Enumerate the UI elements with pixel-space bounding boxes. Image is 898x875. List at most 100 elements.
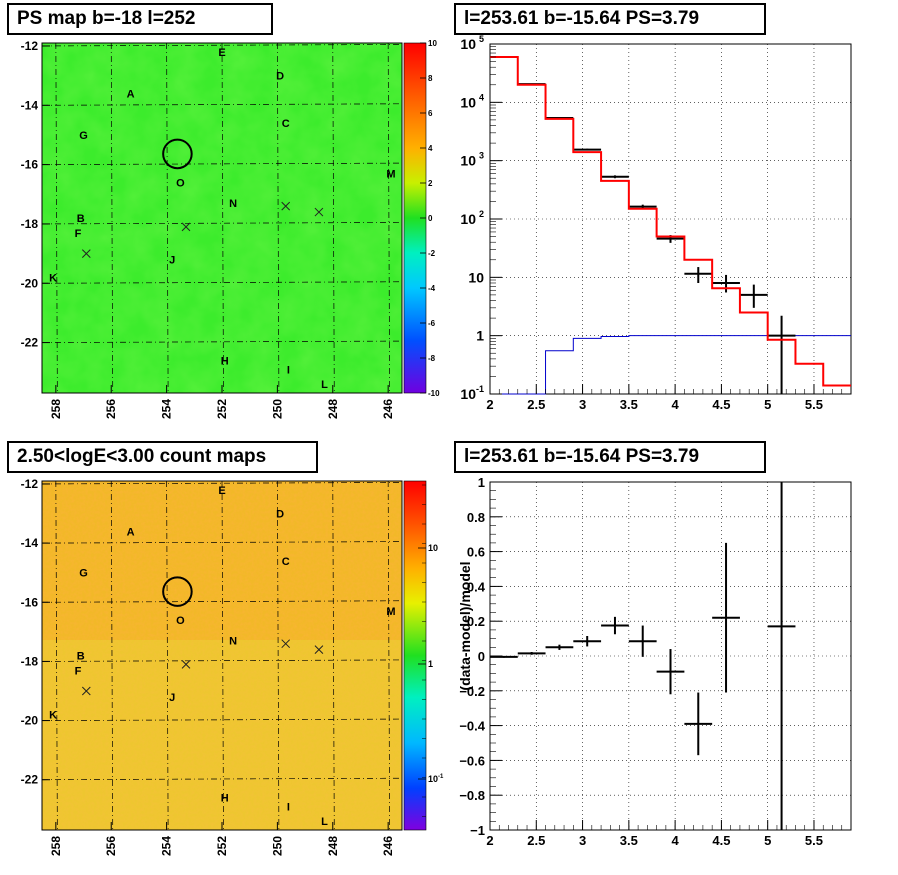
map-x-tick-label: 248: [326, 399, 340, 419]
residual-y-tick-label: −0.8: [459, 788, 485, 803]
residual-x-tick-label: 2: [486, 833, 493, 848]
source-label: G: [79, 130, 88, 142]
spectrum-y-tick-exp: 3: [479, 151, 484, 161]
source-label: B: [77, 213, 85, 225]
residual-x-tick-label: 5.5: [805, 833, 823, 848]
residual-y-tick-label: 0.2: [467, 614, 485, 629]
residual-plot: 2 2.5 3 3.5 4 4.5 5 5.5 −1 −0.8 −0.6 −0.4 −0.2 0 0.2 0.…: [457, 475, 852, 848]
map-grid-line-l: [166, 42, 169, 394]
source-label: B: [77, 651, 85, 663]
source-label: L: [321, 816, 328, 828]
count-map-texture: [42, 481, 402, 830]
residual-x-tick-label: 2.5: [527, 833, 545, 848]
spectrum-x-tick-label: 5: [764, 397, 771, 412]
source-label: I: [287, 801, 290, 813]
ps-map-colorbar-ticks: 10 8 6 4 2 0 -2 -4 -6 -8 -10: [420, 39, 440, 398]
source-cross: [181, 222, 191, 232]
map-grid-line-b: [41, 659, 403, 662]
map-grid-line-b: [41, 600, 403, 603]
spectrum-y-tick-label: 10: [468, 269, 484, 285]
source-label: E: [218, 485, 225, 497]
source-label: F: [75, 665, 82, 677]
map-grid-line-l: [55, 42, 58, 394]
count-map-colorbar: [403, 480, 427, 831]
spectrum-x-tick-label: 2: [486, 397, 493, 412]
map-y-tick-label: -20: [21, 276, 39, 290]
source-cross: [281, 639, 291, 649]
map-grid-line-l: [387, 480, 391, 831]
total-model-line: [490, 55, 851, 387]
source-label: K: [49, 272, 57, 284]
colorbar-tick-label: -2: [428, 249, 436, 258]
map-x-tick-label: 252: [215, 399, 229, 419]
colorbar-tick-label: 0: [428, 214, 433, 223]
map-y-tick-label: -16: [21, 595, 39, 609]
map-grid-line-b: [41, 482, 403, 485]
map-grid-line-b: [41, 44, 403, 47]
colorbar-tick-label: -6: [428, 319, 436, 328]
source-label: N: [229, 636, 237, 648]
map-y-tick-label: -16: [21, 158, 39, 172]
residual-x-tick-label: 5: [764, 833, 771, 848]
count-map-colorbar-ticks: 10 1 10-1: [418, 484, 444, 817]
source-cross: [281, 201, 291, 211]
residual-grid: [489, 481, 851, 831]
spectrum-y-tick-exp: 4: [479, 92, 484, 102]
map-x-tick-label: 256: [104, 836, 118, 856]
map-grid-line-l: [166, 480, 169, 831]
source-cross: [314, 207, 324, 217]
map-grid-line-b: [41, 222, 403, 225]
source-label: K: [49, 710, 57, 722]
colorbar-tick-label: -8: [428, 354, 436, 363]
map-grid-line-l: [332, 42, 335, 394]
spectrum-x-tick-label: 2.5: [527, 397, 545, 412]
source-label: M: [386, 606, 395, 618]
source-label: O: [176, 177, 185, 189]
source-label: O: [176, 615, 185, 627]
map-x-tick-label: 254: [160, 399, 174, 419]
colorbar-tick-label: -4: [428, 284, 436, 293]
residual-x-tick-label: 4.5: [712, 833, 730, 848]
source-label: M: [386, 169, 395, 181]
source-label: D: [276, 509, 284, 521]
source-label: C: [282, 118, 290, 130]
map-grid-line-l: [277, 480, 280, 831]
source-label: C: [282, 556, 290, 568]
residual-y-tick-label: 0.6: [467, 545, 485, 560]
spectrum-y-tick-label: 10: [460, 94, 476, 110]
spectrum-y-tick-label: 10: [460, 153, 476, 169]
map-x-tick-label: 258: [49, 399, 63, 419]
colorbar-tick-label: 2: [428, 179, 433, 188]
map-x-tick-label: 248: [326, 836, 340, 856]
residual-y-tick-label: 0.8: [467, 510, 485, 525]
residual-ylabel: (data-model)/model: [457, 561, 473, 690]
spectrum-bottom-title: l=253.61 b=-15.64 PS=3.79: [454, 441, 766, 473]
map-grid-line-b: [41, 281, 403, 284]
spectrum-y-tick-label: 10: [460, 36, 476, 52]
ps-map-grid: [41, 42, 403, 394]
residual-x-tick-label: 4: [672, 833, 680, 848]
spectrum-top-title: l=253.61 b=-15.64 PS=3.79: [454, 3, 766, 35]
source-cross: [181, 660, 191, 669]
map-bottom-title: 2.50<logE<3.00 count maps: [7, 441, 318, 473]
map-y-tick-label: -14: [21, 98, 39, 112]
source-label: L: [321, 379, 328, 391]
source-label: J: [169, 692, 175, 704]
spectrum-series: [490, 55, 851, 395]
colorbar-tick-label: 10: [428, 39, 437, 48]
residual-x-tick-label: 3: [579, 833, 586, 848]
source-label: H: [221, 355, 229, 367]
map-top-title: PS map b=-18 l=252: [7, 3, 273, 35]
source-label: G: [79, 568, 88, 580]
spectrum-x-tick-label: 3: [579, 397, 586, 412]
map-x-tick-label: 250: [270, 836, 284, 856]
colorbar-tick-label: 8: [428, 74, 433, 83]
residual-y-tick-label: 1: [478, 475, 485, 490]
residual-y-tick-label: 0: [478, 649, 485, 664]
colorbar-tick-label: 6: [428, 109, 433, 118]
residual-axes: 2 2.5 3 3.5 4 4.5 5 5.5 −1 −0.8 −0.6 −0.4 −0.2 0 0.2 0.…: [459, 475, 852, 848]
map-x-tick-label: 250: [270, 399, 284, 419]
